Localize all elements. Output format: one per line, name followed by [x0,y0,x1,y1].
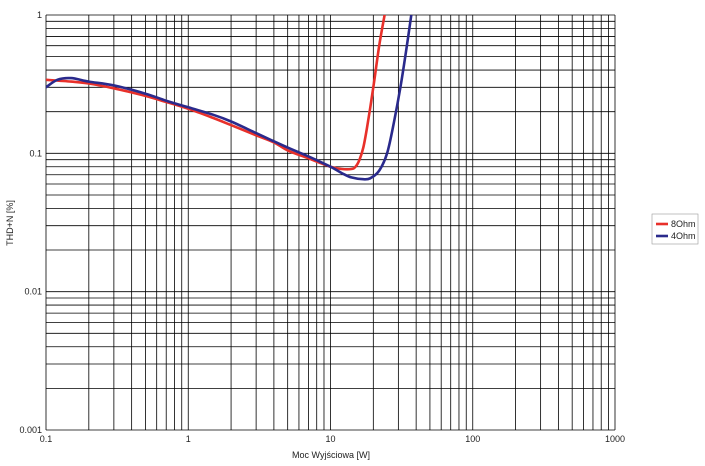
x-tick-label: 100 [465,434,480,444]
series-lines [46,15,413,181]
legend: 8Ohm 4Ohm [651,213,699,245]
tick-labels: 0.1 1 10 100 1000 0.001 0.01 0.1 1 [19,10,625,444]
y-tick-label: 0.1 [29,148,42,158]
legend-label-8ohm: 8Ohm [671,219,696,229]
x-axis-label: Moc Wyjściowa [W] [292,450,370,460]
legend-label-4ohm: 4Ohm [671,231,696,241]
x-tick-label: 1 [186,434,191,444]
x-tick-label: 10 [325,434,335,444]
x-tick-label: 1000 [605,434,625,444]
legend-box [651,213,699,245]
x-tick-label: 0.1 [40,434,53,444]
y-tick-label: 0.01 [24,287,42,297]
y-axis-label: THD+N [%] [5,200,15,246]
series-line-8ohm [46,15,386,171]
y-tick-label: 0.001 [19,425,42,435]
y-tick-label: 1 [37,10,42,20]
series-line-4ohm [46,15,413,181]
